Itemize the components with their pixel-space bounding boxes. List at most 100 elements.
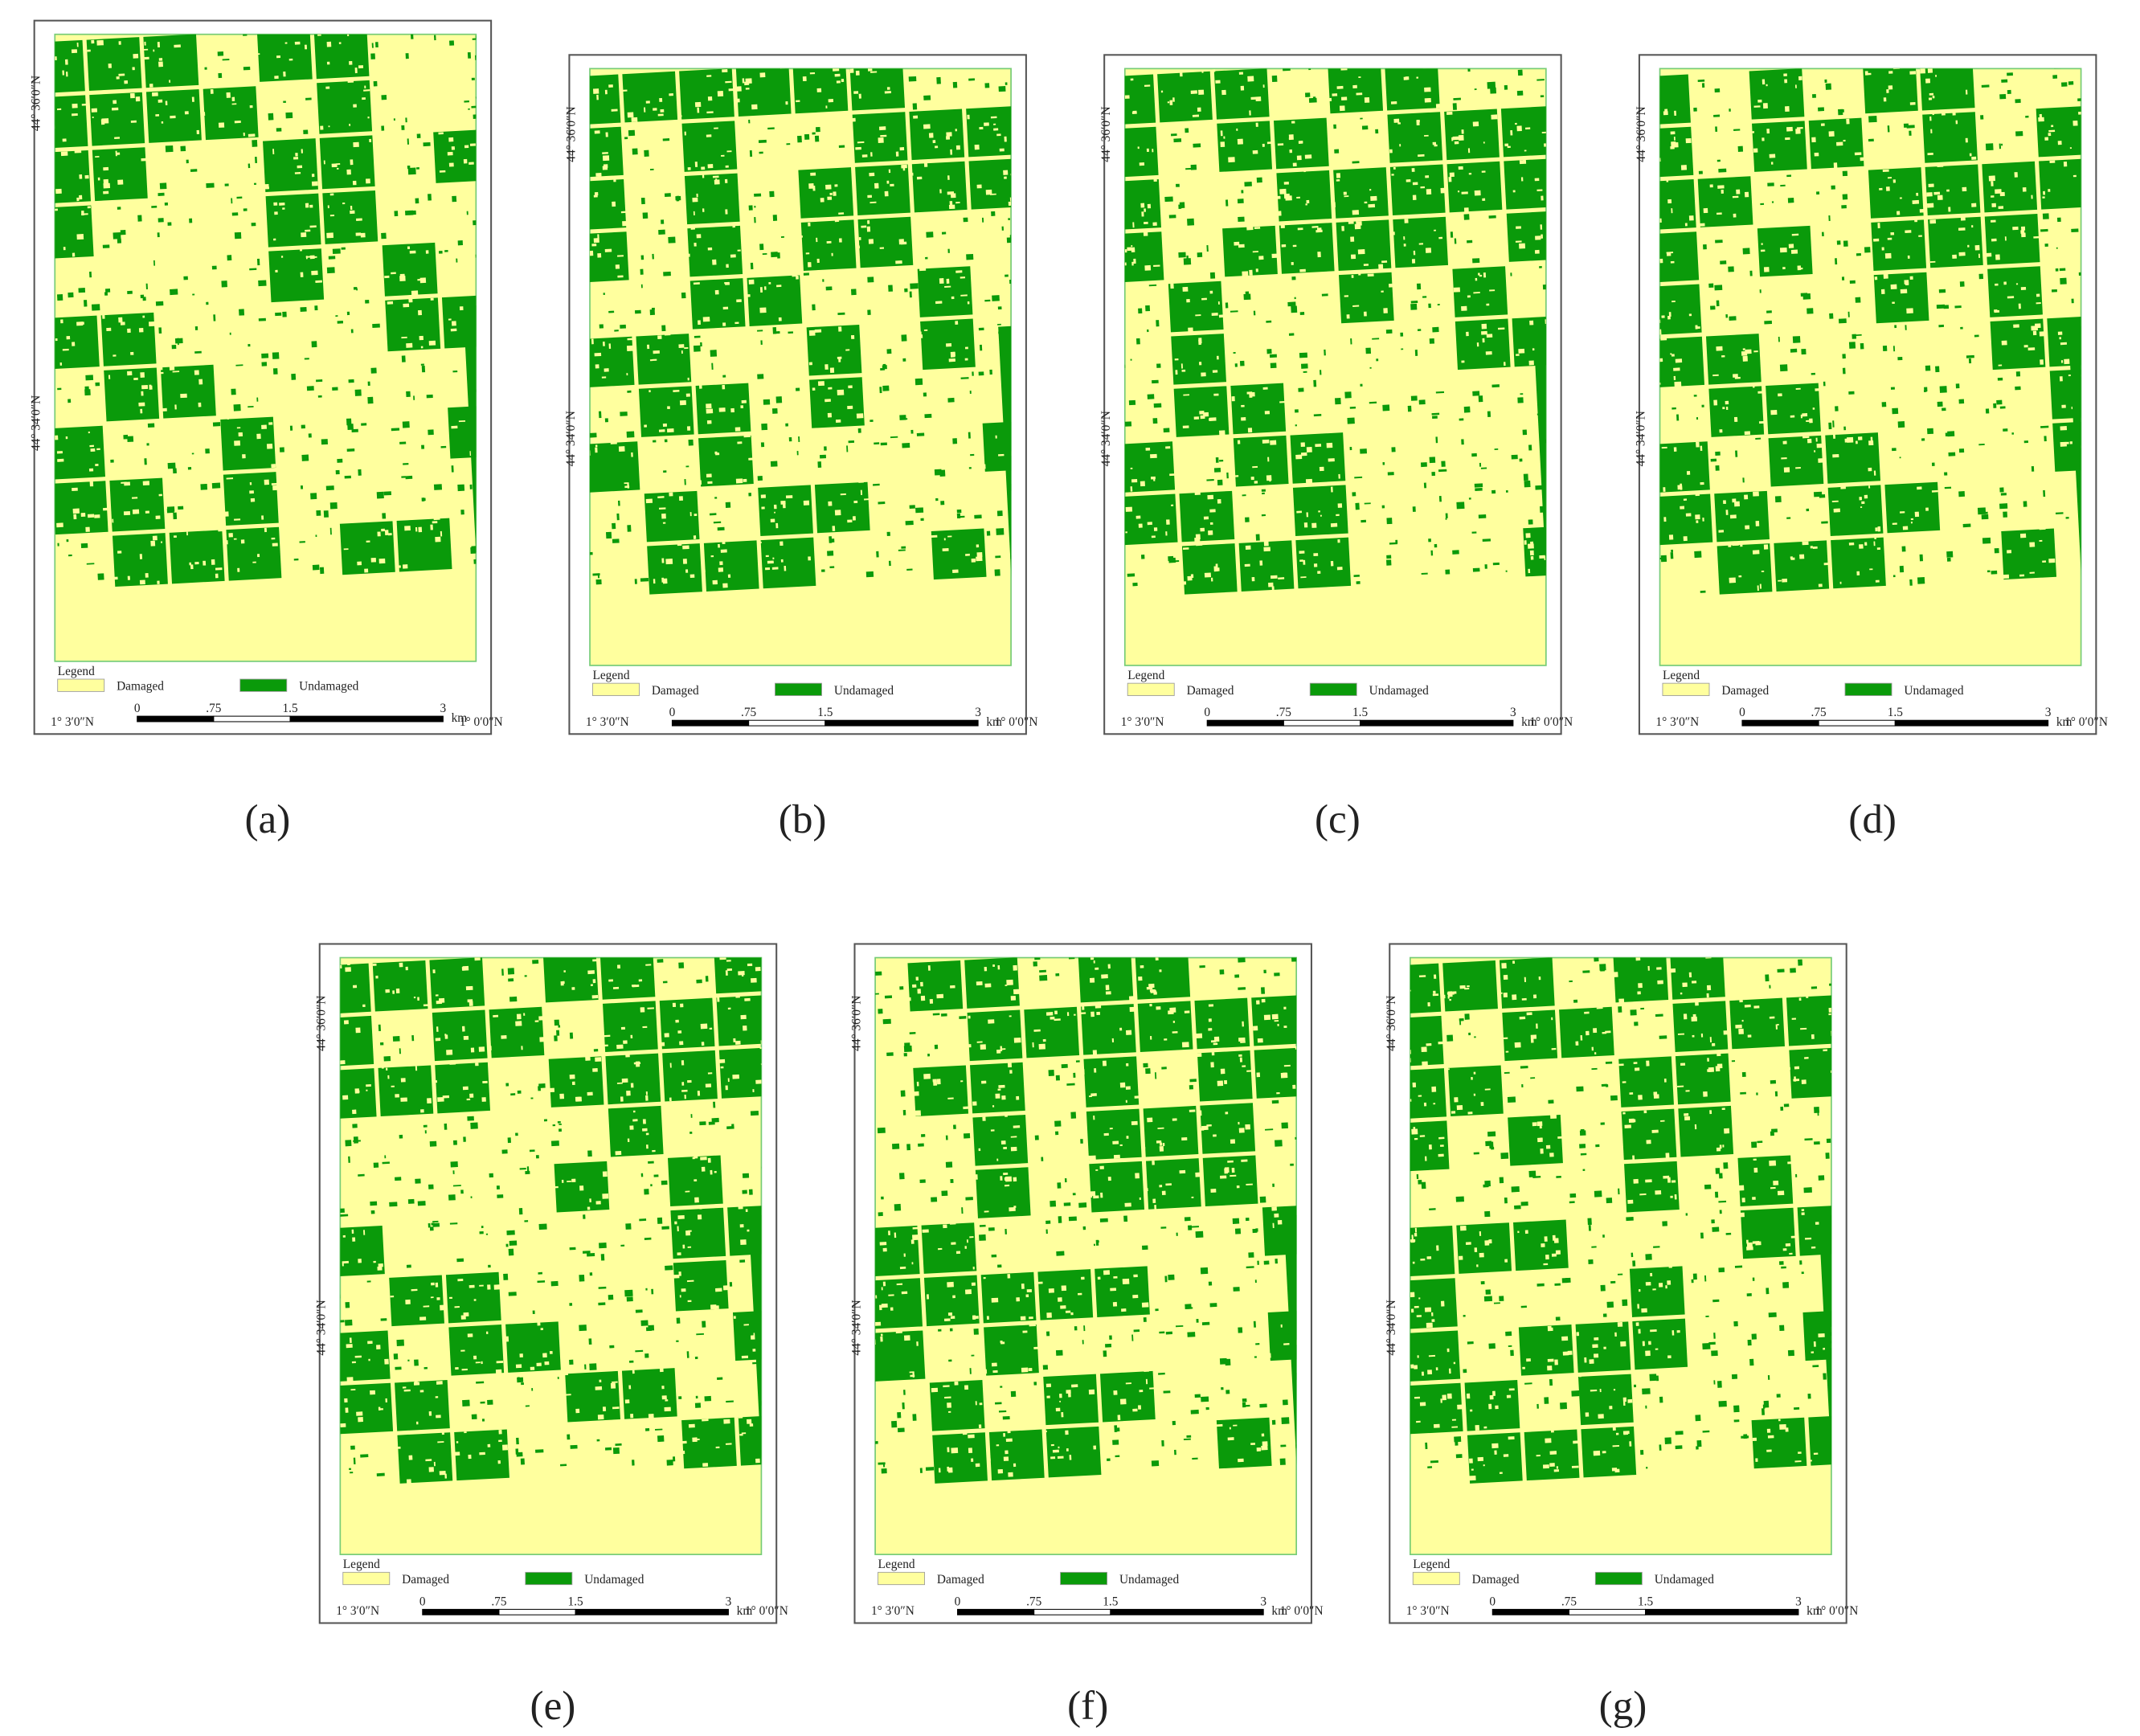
speckle <box>1241 190 1244 194</box>
speckle <box>1435 104 1441 108</box>
speckle <box>587 970 595 975</box>
speckle <box>104 289 111 293</box>
speckle <box>1271 1013 1279 1020</box>
undamaged-field <box>970 1062 1025 1114</box>
speckle <box>1247 428 1253 433</box>
speckle <box>616 1044 624 1050</box>
speckle <box>652 1149 656 1153</box>
speckle <box>91 108 98 113</box>
speckle <box>346 448 355 452</box>
speckle <box>1943 305 1950 309</box>
speckle <box>650 1184 653 1187</box>
undamaged-field <box>89 92 145 146</box>
speckle <box>1530 556 1534 560</box>
speckle <box>1925 507 1929 511</box>
speckle <box>662 138 670 141</box>
speckle <box>127 575 130 580</box>
speckle <box>956 509 962 514</box>
speckle <box>890 1307 894 1311</box>
speckle <box>824 399 831 403</box>
speckle <box>1965 137 1968 143</box>
speckle <box>428 1184 434 1189</box>
speckle <box>604 418 608 423</box>
speckle <box>1633 1178 1639 1184</box>
scale-bar-segment <box>671 719 750 727</box>
speckle <box>1007 1274 1011 1279</box>
speckle <box>391 272 396 275</box>
speckle <box>886 87 890 90</box>
speckle <box>1843 240 1848 247</box>
speckle <box>808 222 811 227</box>
undamaged-field <box>55 95 88 149</box>
speckle <box>1841 276 1845 280</box>
speckle <box>329 214 335 217</box>
speckle <box>984 83 990 88</box>
speckle <box>1713 1333 1716 1339</box>
speckle <box>408 1455 413 1460</box>
speckle <box>435 1080 438 1083</box>
speckle <box>350 1445 355 1450</box>
speckle <box>1026 1288 1033 1293</box>
speckle <box>681 1060 685 1066</box>
scale-tick-label: 0 <box>955 1595 961 1608</box>
speckle <box>1740 1091 1746 1095</box>
speckle <box>1260 987 1266 994</box>
speckle <box>915 378 923 386</box>
panel-caption: (e) <box>530 1683 576 1729</box>
speckle <box>537 1321 541 1326</box>
speckle <box>1507 1096 1516 1103</box>
speckle <box>1818 583 1823 588</box>
speckle <box>123 434 129 440</box>
speckle <box>1974 244 1980 251</box>
speckle <box>344 475 351 479</box>
speckle <box>742 1173 750 1178</box>
speckle <box>734 321 739 325</box>
speckle <box>1489 1394 1494 1400</box>
speckle <box>1005 985 1008 986</box>
speckle <box>991 1254 997 1258</box>
speckle <box>608 979 614 982</box>
speckle <box>1635 1322 1639 1326</box>
speckle <box>587 1253 595 1257</box>
speckle <box>903 1335 910 1341</box>
speckle <box>538 1271 543 1275</box>
speckle <box>978 1424 982 1428</box>
undamaged-field <box>1444 108 1500 161</box>
speckle <box>1168 1010 1174 1015</box>
speckle <box>1944 472 1948 476</box>
speckle <box>1217 498 1221 504</box>
speckle <box>347 963 350 965</box>
speckle <box>1196 1319 1199 1323</box>
speckle <box>1627 1199 1634 1204</box>
speckle <box>1778 579 1782 582</box>
speckle <box>645 1095 649 1101</box>
speckle <box>377 531 381 537</box>
speckle <box>1491 489 1496 494</box>
speckle <box>1124 95 1130 99</box>
speckle <box>1183 258 1192 265</box>
speckle <box>947 175 950 180</box>
speckle <box>224 540 228 545</box>
speckle <box>1529 320 1534 326</box>
speckle <box>1008 201 1012 207</box>
speckle <box>751 977 757 983</box>
speckle <box>642 1026 648 1029</box>
speckle <box>407 165 411 170</box>
speckle <box>921 1133 926 1137</box>
speckle <box>1474 483 1483 488</box>
speckle <box>1387 472 1394 476</box>
undamaged-field <box>1410 1120 1450 1173</box>
speckle <box>1483 141 1485 144</box>
speckle <box>1999 406 2006 409</box>
speckle <box>1199 1110 1202 1116</box>
speckle <box>912 103 918 110</box>
speckle <box>1751 1333 1757 1340</box>
speckle <box>305 203 309 208</box>
speckle <box>773 504 777 510</box>
speckle <box>684 131 686 136</box>
speckle <box>1580 1128 1585 1132</box>
speckle <box>1144 1370 1149 1372</box>
speckle <box>1551 1017 1553 1021</box>
